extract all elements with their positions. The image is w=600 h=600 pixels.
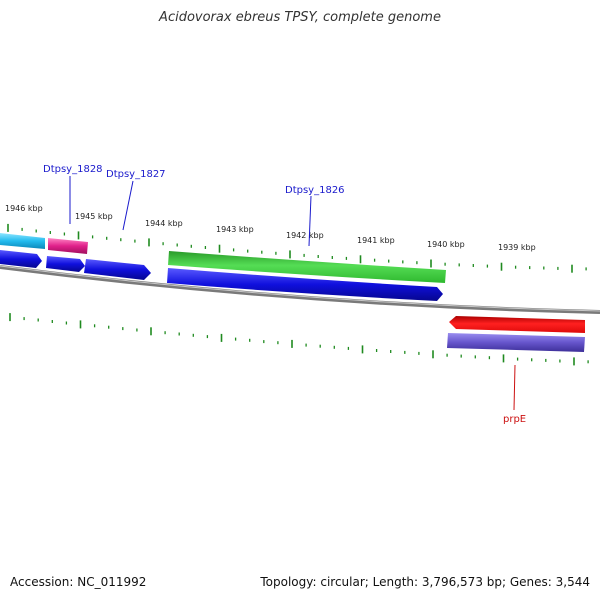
tick-label-1944: 1944 kbp <box>145 219 183 228</box>
tick-label-1946: 1946 kbp <box>5 204 43 213</box>
leader-dtpsy-1826 <box>308 195 312 247</box>
upper-tick-row <box>7 223 587 273</box>
topology-summary: Topology: circular; Length: 3,796,573 bp… <box>260 575 590 589</box>
label-prpE[interactable]: prpE <box>503 414 526 425</box>
label-dtpsy-1826[interactable]: Dtpsy_1826 <box>285 185 345 196</box>
map-title: Acidovorax ebreus TPSY, complete genome <box>159 10 441 25</box>
tick-label-1945: 1945 kbp <box>75 212 113 221</box>
label-dtpsy-1828[interactable]: Dtpsy_1828 <box>43 164 103 175</box>
gene-dtpsy-1827[interactable] <box>46 256 85 272</box>
gene-blue-4[interactable] <box>167 268 443 301</box>
gene-dtpsy-1826[interactable] <box>168 251 446 283</box>
tick-label-1942: 1942 kbp <box>286 231 324 240</box>
leader-dtpsy-1827 <box>122 180 134 231</box>
tick-label-1943: 1943 kbp <box>216 225 254 234</box>
gene-prpE[interactable] <box>449 316 585 333</box>
tick-label-1940: 1940 kbp <box>427 240 465 249</box>
gene-purple[interactable] <box>447 333 585 352</box>
gene-blue-3[interactable] <box>84 259 151 280</box>
tick-label-1939: 1939 kbp <box>498 243 536 252</box>
gene-cyan[interactable] <box>0 233 45 249</box>
genome-backbone <box>0 265 600 314</box>
leader-prpE <box>513 364 516 411</box>
label-dtpsy-1827[interactable]: Dtpsy_1827 <box>106 169 166 180</box>
gene-dtpsy-1828[interactable] <box>48 238 88 254</box>
accession-text: Accession: NC_011992 <box>10 575 147 589</box>
lower-tick-row <box>9 313 589 366</box>
gene-blue-1[interactable] <box>0 250 42 268</box>
tick-label-1941: 1941 kbp <box>357 236 395 245</box>
genome-backbone-highlight <box>0 265 600 312</box>
